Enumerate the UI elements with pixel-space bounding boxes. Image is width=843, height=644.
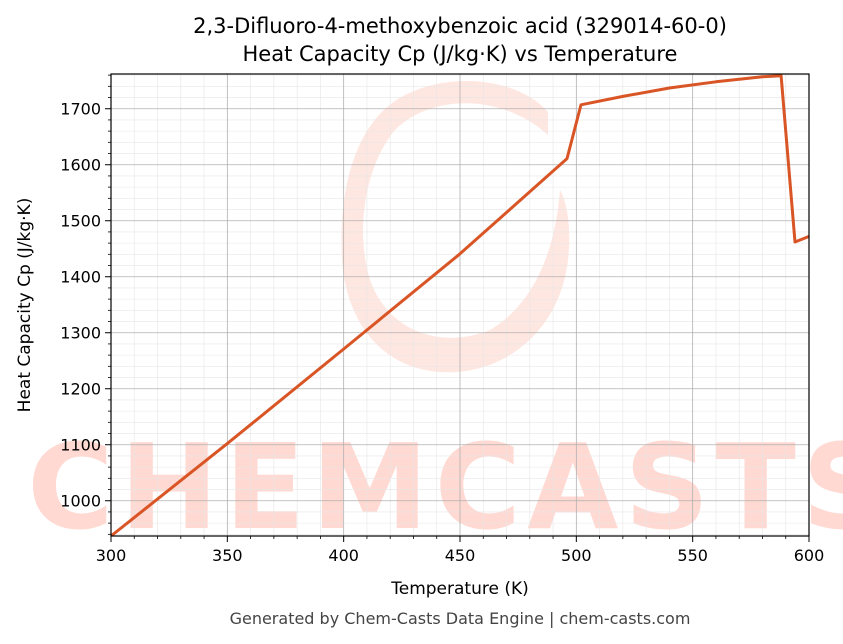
y-axis-label: Heat Capacity Cp (J/kg·K) bbox=[15, 198, 35, 413]
y-tick-label: 1600 bbox=[60, 156, 101, 175]
x-tick-label: 300 bbox=[96, 546, 127, 565]
x-tick-label: 600 bbox=[794, 546, 825, 565]
series-line bbox=[111, 74, 809, 536]
x-tick-label: 400 bbox=[328, 546, 359, 565]
y-tick-label: 1300 bbox=[60, 324, 101, 343]
watermark-text: CHEMCASTS bbox=[27, 418, 843, 556]
x-tick-label: 550 bbox=[677, 546, 708, 565]
y-tick-label: 1000 bbox=[60, 492, 101, 511]
watermark: CHEMCASTS bbox=[27, 80, 843, 556]
y-ticks: 1000 1100 1200 1300 1400 1500 1600 1700 bbox=[60, 74, 111, 535]
watermark-swirl bbox=[341, 80, 570, 373]
x-tick-label: 350 bbox=[212, 546, 243, 565]
y-tick-label: 1400 bbox=[60, 268, 101, 287]
footer-credit: Generated by Chem-Casts Data Engine | ch… bbox=[230, 609, 691, 628]
y-tick-label: 1500 bbox=[60, 212, 101, 231]
x-tick-label: 450 bbox=[445, 546, 476, 565]
x-ticks: 300 350 400 450 500 550 600 bbox=[96, 536, 825, 565]
y-tick-label: 1700 bbox=[60, 100, 101, 119]
series-layer bbox=[111, 74, 809, 536]
x-tick-label: 500 bbox=[561, 546, 592, 565]
x-axis-label: Temperature (K) bbox=[390, 579, 529, 599]
chart-title-line1: 2,3-Difluoro-4-methoxybenzoic acid (3290… bbox=[193, 14, 727, 38]
y-tick-label: 1100 bbox=[60, 436, 101, 455]
chart-title-line2: Heat Capacity Cp (J/kg·K) vs Temperature bbox=[243, 42, 678, 66]
y-tick-label: 1200 bbox=[60, 380, 101, 399]
